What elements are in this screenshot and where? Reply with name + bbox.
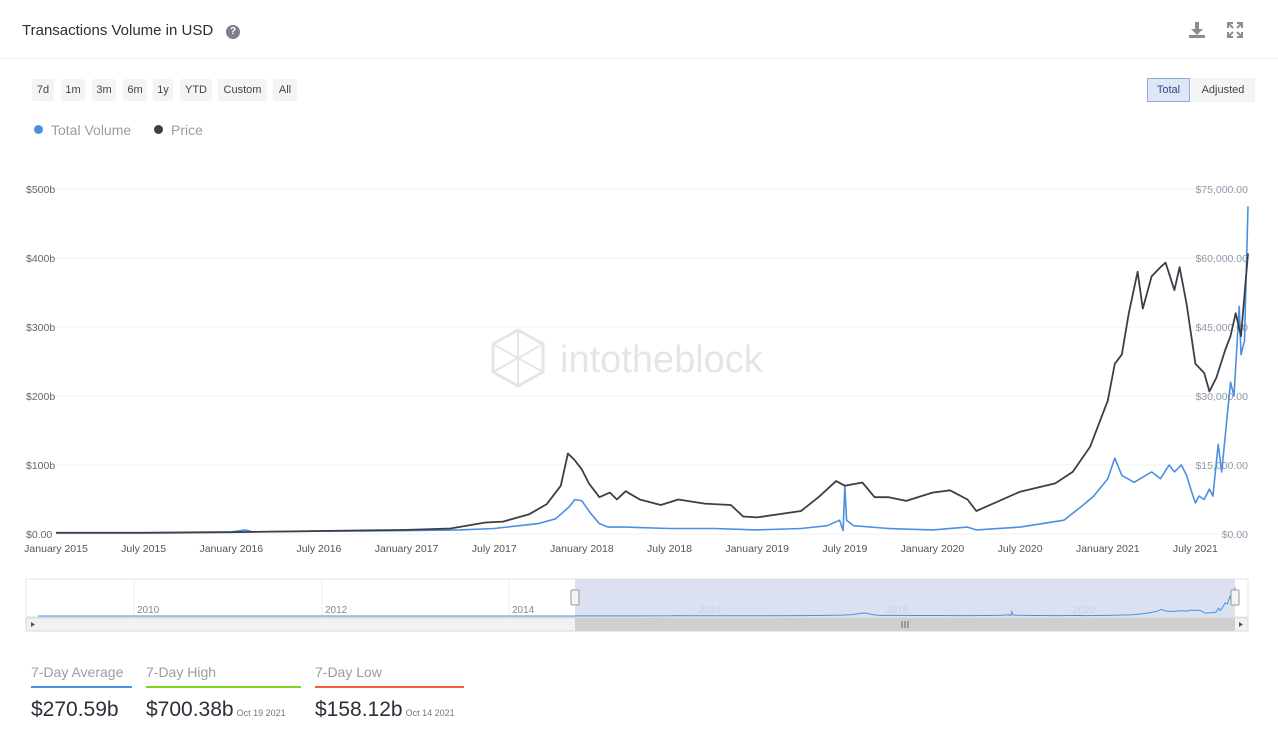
y-left-tick-label: $500b [26,184,55,196]
x-tick-label: January 2018 [550,543,614,555]
x-tick-label: July 2021 [1173,543,1218,555]
scroll-left-arrow-icon[interactable] [31,622,35,627]
x-tick-label: January 2016 [199,543,263,555]
scroll-right-arrow-icon[interactable] [1239,622,1243,627]
stat-underline [315,686,464,688]
x-tick-label: July 2015 [121,543,166,555]
series-line-price [56,253,1249,534]
stat-value: $700.38b [146,698,234,721]
total-mode-button[interactable]: Total [1147,78,1190,102]
chart-title: Transactions Volume in USD [22,22,214,39]
range-button-6m[interactable]: 6m [123,79,147,101]
range-button-7d[interactable]: 7d [32,79,54,101]
watermark-text: intotheblock [560,339,764,381]
navigator-tick-label: 2014 [512,605,535,616]
range-button-1y[interactable]: 1y [153,79,173,101]
stat-7day-high: 7-Day High $700.38b Oct 19 2021 [146,664,301,722]
stat-value-row: $700.38b Oct 19 2021 [146,698,301,722]
x-tick-label: January 2019 [725,543,789,555]
range-button-1m[interactable]: 1m [61,79,85,101]
range-button-ytd[interactable]: YTD [180,79,212,101]
watermark-logo-icon [491,328,545,388]
x-tick-label: January 2017 [375,543,439,555]
range-button-all[interactable]: All [273,79,297,101]
y-left-tick-label: $400b [26,253,55,265]
y-right-tick-label: $60,000.00 [1195,253,1248,265]
range-button-3m[interactable]: 3m [92,79,116,101]
navigator-tick-label: 2012 [325,605,348,616]
stat-value-row: $158.12b Oct 14 2021 [315,698,464,722]
stat-7day-average: 7-Day Average $270.59b [31,664,132,722]
fullscreen-icon[interactable] [1225,20,1245,40]
legend-label: Price [171,122,203,138]
navigator-right-handle[interactable] [1230,589,1240,606]
y-left-tick-label: $200b [26,391,55,403]
x-tick-label: July 2020 [998,543,1043,555]
stat-date: Oct 19 2021 [236,708,286,718]
series-line-total-volume [56,206,1249,534]
navigator-selected-range[interactable] [575,579,1235,617]
chart-header: Transactions Volume in USD ? [0,0,1278,59]
stat-date: Oct 14 2021 [405,708,455,718]
stat-7day-low: 7-Day Low $158.12b Oct 14 2021 [315,664,464,722]
legend-item-price[interactable]: Price [154,122,203,138]
line-chart: intotheblock $0.00 $100b $200b $300b $400b $50… [24,184,1249,555]
x-tick-label: January 2021 [1076,543,1140,555]
y-right-tick-label: $75,000.00 [1195,184,1248,196]
x-tick-label: July 2017 [472,543,517,555]
x-tick-label: January 2020 [901,543,965,555]
stat-label: 7-Day High [146,664,217,680]
legend-marker [34,125,43,134]
stat-value: $270.59b [31,698,119,721]
scrollbar-grip-icon [901,621,909,628]
legend-item-total-volume[interactable]: Total Volume [34,122,131,138]
x-tick-label: January 2015 [24,543,88,555]
legend-marker [154,125,163,134]
x-tick-label: July 2018 [647,543,692,555]
navigator-series-line [575,587,1236,617]
navigator-left-handle[interactable] [570,589,580,606]
y-left-tick-label: $100b [26,460,55,472]
y-right-tick-label: $0.00 [1222,529,1248,541]
y-left-tick-label: $0.00 [26,529,52,541]
stat-value: $158.12b [315,698,403,721]
stat-label: 7-Day Low [315,664,382,680]
adjusted-mode-button[interactable]: Adjusted [1191,78,1255,102]
x-tick-label: July 2019 [822,543,867,555]
watermark-logo-lines [492,330,544,386]
y-right-tick-label: $45,000.00 [1195,322,1248,334]
stat-underline [31,686,132,688]
help-circle-icon[interactable]: ? [226,25,240,39]
download-icon[interactable] [1187,20,1207,40]
stat-underline [146,686,301,688]
navigator-tick-label: 2010 [137,605,160,616]
y-right-tick-label: $30,000.00 [1195,391,1248,403]
watermark: intotheblock [491,328,764,388]
chart-navigator[interactable]: 201020122014201620182020 [0,575,1278,635]
legend-label: Total Volume [51,122,132,138]
y-left-tick-label: $300b [26,322,55,334]
stat-label: 7-Day Average [31,664,124,680]
x-tick-label: July 2016 [296,543,341,555]
range-button-custom[interactable]: Custom [218,79,267,101]
